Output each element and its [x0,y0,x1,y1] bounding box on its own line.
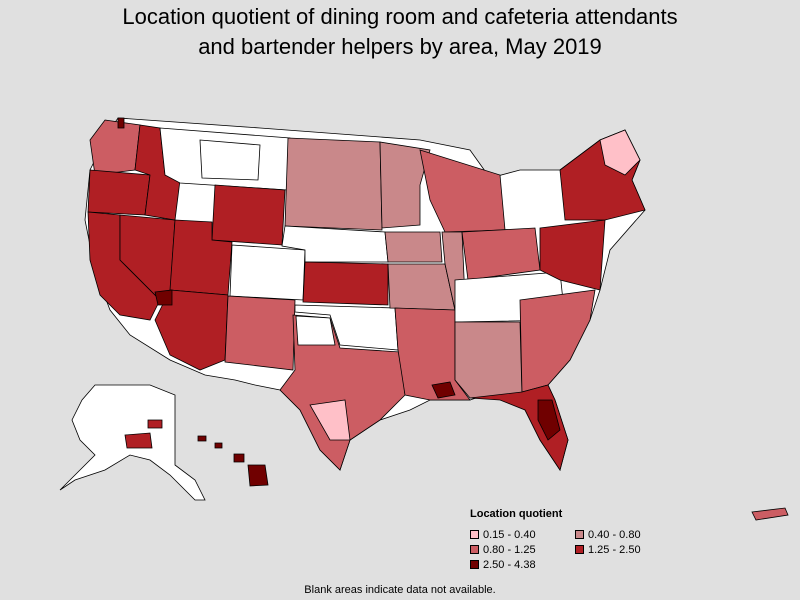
hawaii [197,435,269,487]
legend-swatch-2 [470,545,479,554]
legend-label: 1.25 - 2.50 [588,543,641,556]
region-georgia-carolinas [519,289,596,393]
region-arizona [154,289,229,371]
legend-item: 2.50 - 4.38 [470,558,575,571]
legend-label: 0.40 - 0.80 [588,528,641,541]
legend-title: Location quotient [470,508,563,520]
region-iowa [384,231,443,263]
region-virginia-mid-atlantic [539,219,606,291]
hawaii-big-island [247,464,269,487]
title-line-2: and bartender helpers by area, May 2019 [198,34,602,59]
legend-item: 0.40 - 0.80 [575,528,695,541]
region-missouri [387,263,456,311]
region-eastern-montana [199,139,261,181]
puerto-rico-shape [751,507,789,521]
legend-swatch-4 [470,560,479,569]
region-colorado [229,244,306,301]
region-mississippi-alabama [454,321,523,399]
region-gulf-coast-louisiana [431,381,456,399]
legend-item: 0.80 - 1.25 [470,543,575,556]
legend-label: 0.15 - 0.40 [483,528,536,541]
legend-label: 0.80 - 1.25 [483,543,536,556]
hawaii-maui [233,453,245,463]
region-southeast-texas [309,399,351,441]
region-western-washington [117,117,125,129]
region-oregon [87,169,151,216]
region-pacific-northwest [89,119,141,176]
region-southern-nevada [154,289,173,306]
region-wyoming [211,184,286,246]
region-florida-west-coast [537,399,561,441]
alaska-anchorage-region [124,432,153,449]
region-west-texas-high-plains [295,315,336,346]
footnote: Blank areas indicate data not available. [304,584,496,596]
region-kansas [302,261,389,306]
hawaii-oahu [214,442,223,449]
title-line-1: Location quotient of dining room and caf… [122,4,678,29]
legend-item: 1.25 - 2.50 [575,543,695,556]
legend: Location quotient 0.15 - 0.40 0.40 - 0.8… [470,508,720,571]
alaska-southeast-region [147,419,163,429]
legend-label: 2.50 - 4.38 [483,558,536,571]
map-title: Location quotient of dining room and caf… [0,2,800,62]
region-new-mexico [224,295,296,371]
legend-item: 0.15 - 0.40 [470,528,575,541]
legend-swatch-3 [575,545,584,554]
region-minnesota [379,141,431,229]
legend-items: 0.15 - 0.40 0.40 - 0.80 0.80 - 1.25 1.25… [470,528,720,571]
region-maine [599,129,641,176]
legend-swatch-1 [575,530,584,539]
hawaii-kauai [197,435,207,442]
region-dakotas [284,137,383,231]
legend-swatch-0 [470,530,479,539]
alaska [59,384,206,501]
contiguous-us [84,117,646,471]
puerto-rico [751,507,789,521]
